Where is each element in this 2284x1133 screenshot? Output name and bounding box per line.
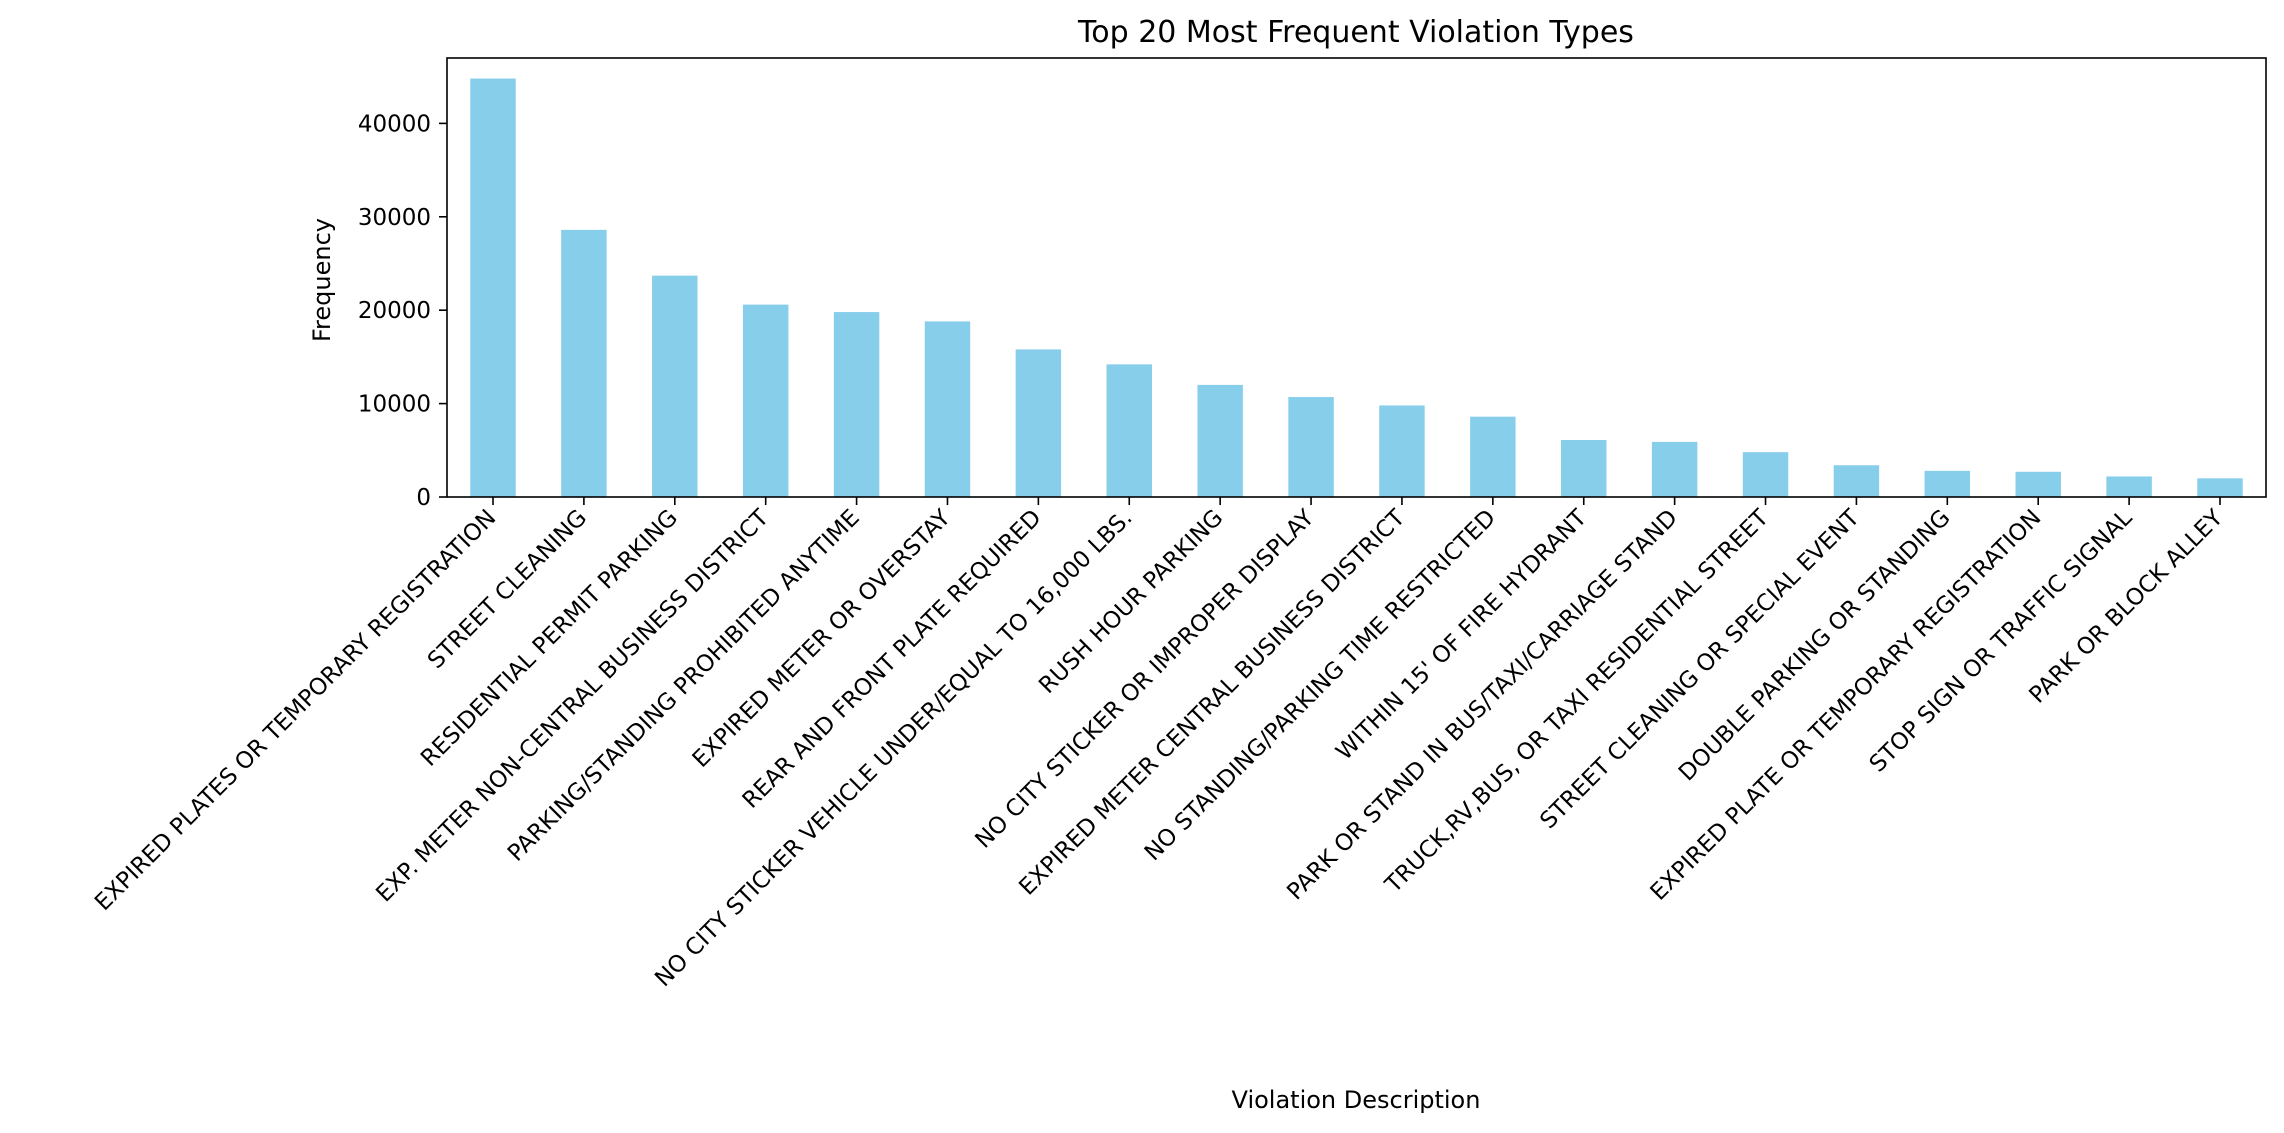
y-tick-label: 10000	[358, 392, 431, 418]
bar	[1561, 440, 1607, 497]
bar	[561, 229, 607, 498]
y-axis-label: Frequency	[308, 218, 336, 342]
plot-frame	[446, 57, 2267, 498]
bar	[2197, 478, 2243, 497]
y-tick-label: 20000	[358, 298, 431, 324]
bar	[1924, 470, 1971, 497]
chart-title: Top 20 Most Frequent Violation Types	[1077, 15, 1634, 50]
bar	[652, 275, 698, 497]
bar	[1742, 452, 1789, 497]
y-tick-label: 0	[416, 485, 431, 511]
bar	[1197, 384, 1243, 497]
bar	[1470, 416, 1516, 497]
y-tick-label: 30000	[358, 205, 431, 231]
bar	[2015, 471, 2061, 497]
bar	[924, 321, 971, 497]
bar	[742, 304, 789, 497]
x-axis-label: Violation Description	[1232, 1086, 1481, 1114]
bar	[1379, 405, 1425, 497]
bar	[2106, 476, 2152, 497]
y-tick-label: 40000	[358, 111, 431, 137]
bar	[1288, 397, 1334, 497]
bar	[1651, 441, 1698, 497]
bar	[833, 312, 880, 497]
bar	[1015, 349, 1062, 497]
bar	[1106, 364, 1152, 497]
bar	[470, 78, 516, 498]
bar	[1833, 465, 1880, 497]
